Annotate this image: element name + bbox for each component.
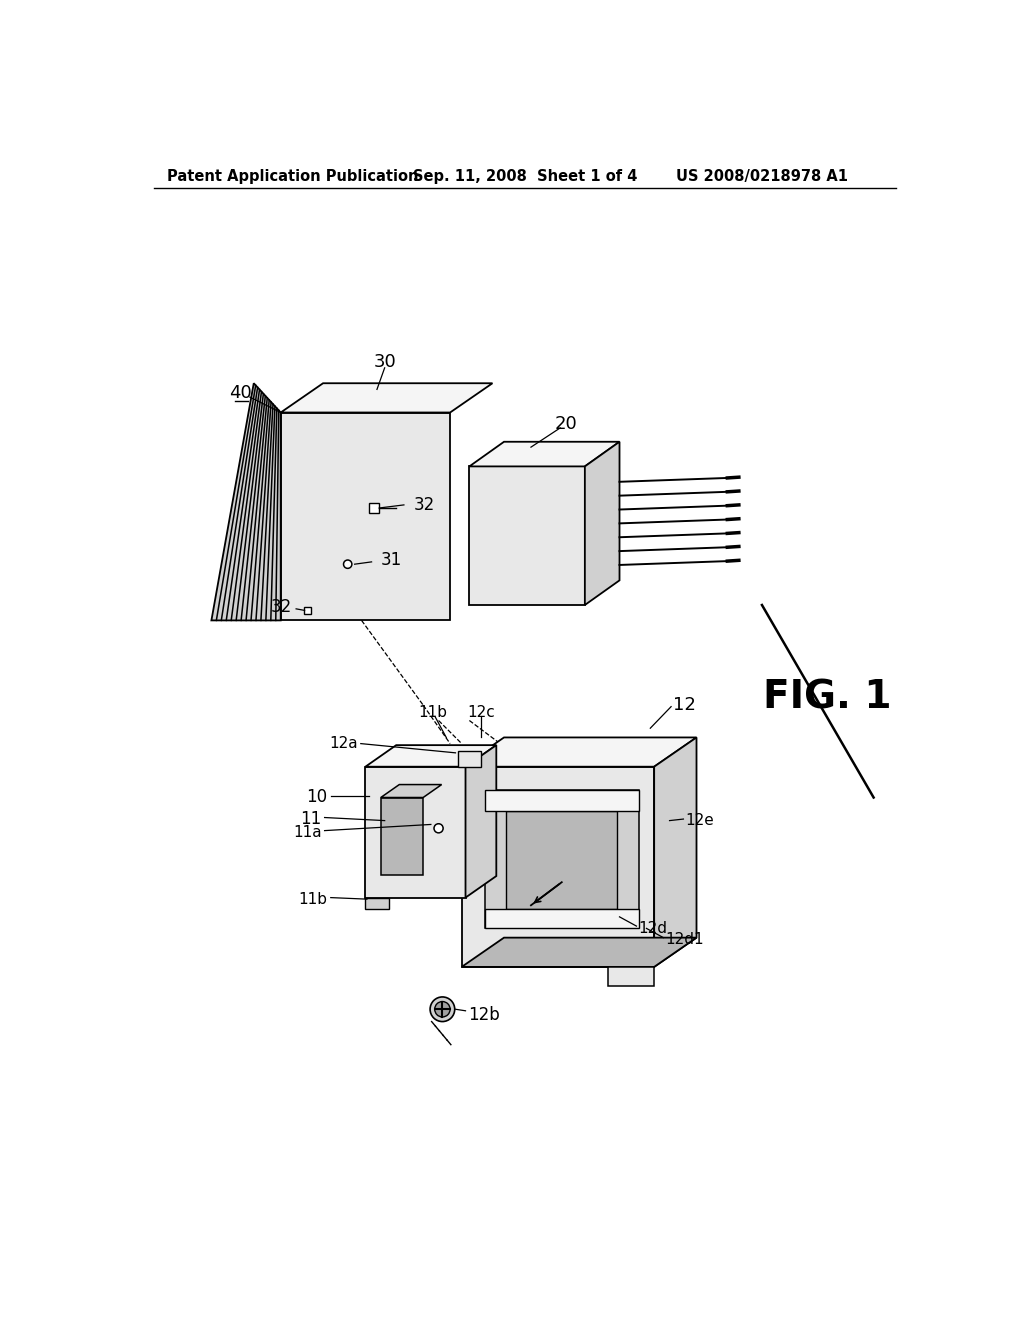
Text: 12e: 12e bbox=[685, 813, 714, 828]
Text: 40: 40 bbox=[229, 384, 252, 403]
Polygon shape bbox=[654, 738, 696, 966]
Polygon shape bbox=[370, 503, 379, 512]
Polygon shape bbox=[608, 966, 654, 986]
Polygon shape bbox=[366, 767, 466, 898]
Text: 12d1: 12d1 bbox=[666, 932, 705, 948]
Polygon shape bbox=[366, 898, 388, 909]
Text: Sep. 11, 2008  Sheet 1 of 4: Sep. 11, 2008 Sheet 1 of 4 bbox=[413, 169, 637, 185]
Text: 12d: 12d bbox=[639, 921, 668, 936]
Text: US 2008/0218978 A1: US 2008/0218978 A1 bbox=[676, 169, 848, 185]
Circle shape bbox=[434, 824, 443, 833]
Polygon shape bbox=[381, 784, 441, 797]
Circle shape bbox=[435, 1002, 451, 1016]
Text: 12a: 12a bbox=[329, 737, 357, 751]
Polygon shape bbox=[462, 738, 696, 767]
Text: 11b: 11b bbox=[418, 705, 446, 721]
Polygon shape bbox=[211, 383, 281, 620]
Text: 11: 11 bbox=[300, 810, 322, 828]
Polygon shape bbox=[381, 797, 423, 875]
Polygon shape bbox=[281, 383, 493, 412]
Polygon shape bbox=[466, 744, 497, 898]
Polygon shape bbox=[484, 789, 639, 928]
Text: 20: 20 bbox=[554, 414, 577, 433]
Circle shape bbox=[345, 561, 350, 566]
Polygon shape bbox=[458, 751, 481, 767]
Text: FIG. 1: FIG. 1 bbox=[763, 678, 892, 717]
Circle shape bbox=[435, 825, 441, 832]
Polygon shape bbox=[462, 767, 654, 966]
Text: 30: 30 bbox=[374, 354, 396, 371]
Polygon shape bbox=[585, 442, 620, 605]
Text: 11a: 11a bbox=[293, 825, 322, 840]
Circle shape bbox=[343, 560, 352, 569]
Polygon shape bbox=[484, 789, 639, 812]
Polygon shape bbox=[281, 412, 451, 620]
Text: 11b: 11b bbox=[299, 891, 328, 907]
Text: 10: 10 bbox=[306, 788, 328, 807]
Text: 31: 31 bbox=[381, 552, 402, 569]
Text: 32: 32 bbox=[271, 598, 292, 616]
Circle shape bbox=[430, 997, 455, 1022]
Text: Patent Application Publication: Patent Application Publication bbox=[167, 169, 418, 185]
Polygon shape bbox=[484, 909, 639, 928]
Polygon shape bbox=[469, 466, 585, 605]
Text: 12: 12 bbox=[674, 696, 696, 714]
Polygon shape bbox=[366, 744, 497, 767]
Text: 12c: 12c bbox=[467, 705, 495, 721]
Text: 32: 32 bbox=[414, 496, 435, 513]
Text: 12b: 12b bbox=[468, 1006, 500, 1023]
Polygon shape bbox=[469, 442, 620, 466]
Polygon shape bbox=[506, 812, 617, 909]
Polygon shape bbox=[304, 607, 310, 614]
Polygon shape bbox=[462, 937, 696, 966]
